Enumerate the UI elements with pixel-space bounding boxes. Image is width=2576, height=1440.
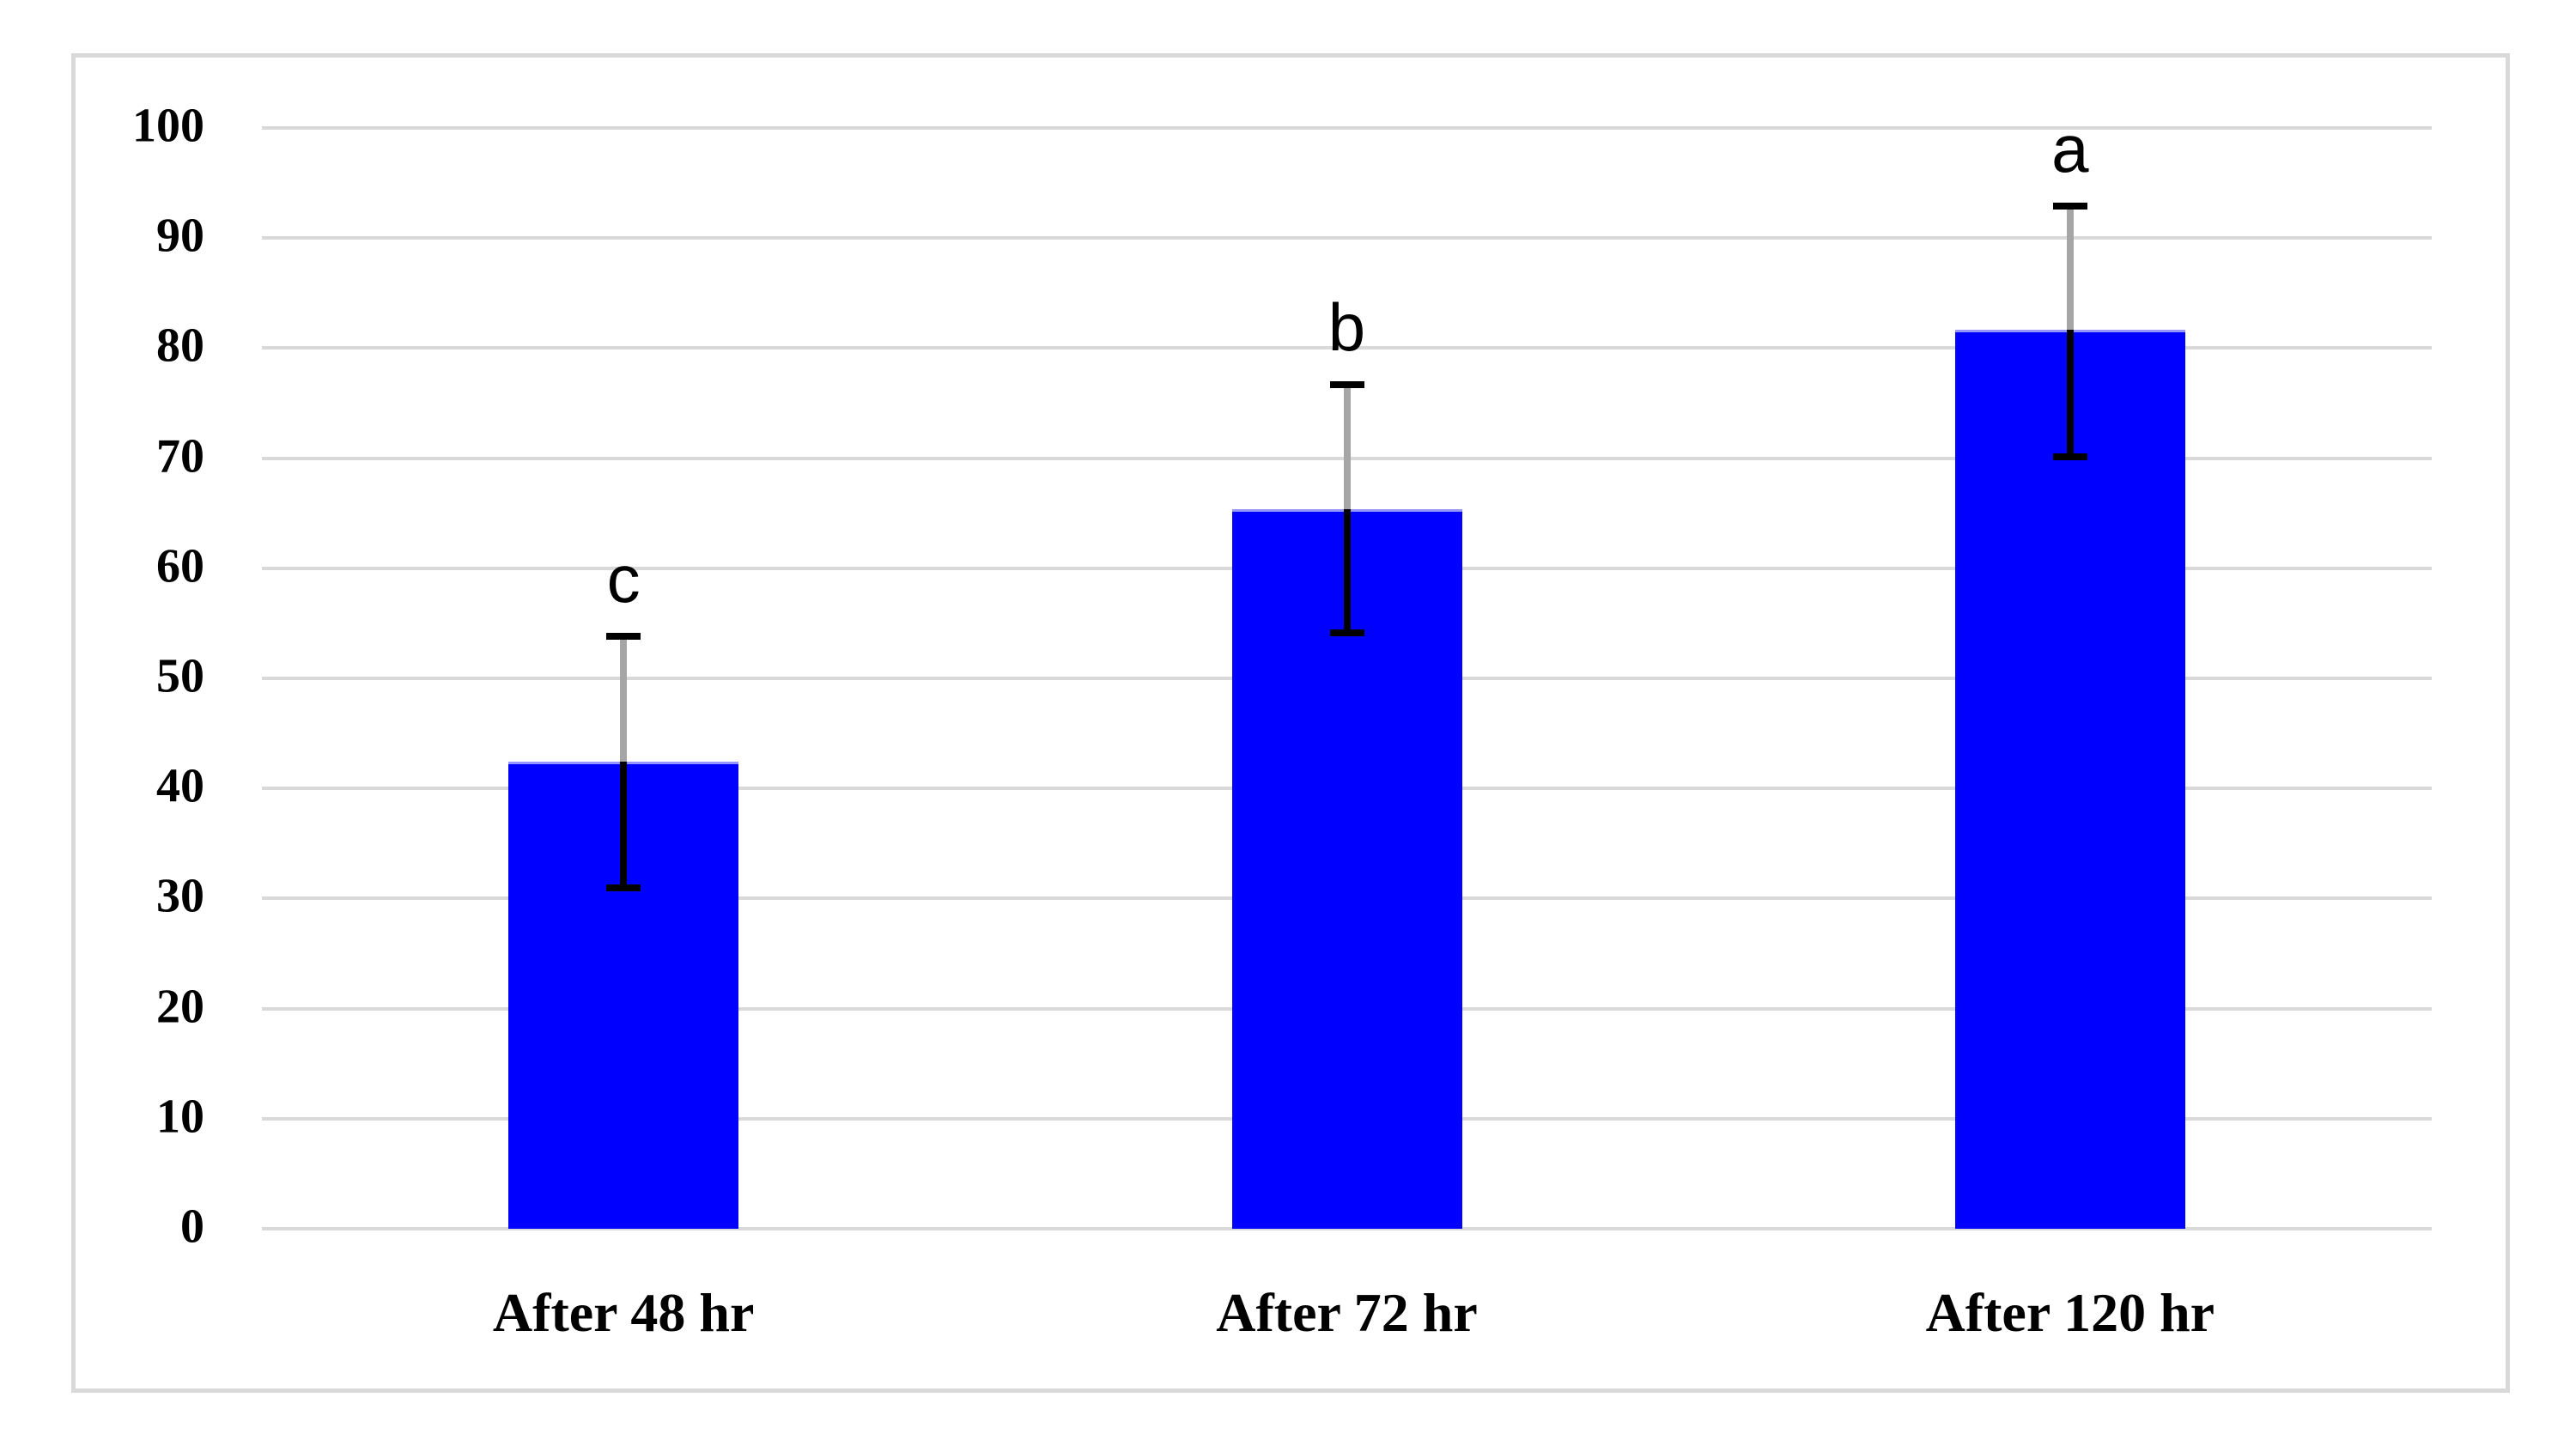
- error-bar-upper-line: [2066, 206, 2074, 330]
- y-tick-label-20: 20: [156, 980, 204, 1034]
- gridline-0: [262, 1227, 2432, 1230]
- bar-after-120-hr: [1954, 329, 2185, 1229]
- error-bar-top-cap: [606, 633, 641, 641]
- y-tick-label-70: 70: [156, 429, 204, 483]
- category-label-1: After 48 hr: [492, 1282, 755, 1343]
- y-tick-label-60: 60: [156, 539, 204, 593]
- error-bar-bottom-cap: [606, 884, 641, 891]
- error-bar-bottom-cap: [1329, 629, 1364, 637]
- error-bar-bottom-cap: [2052, 453, 2087, 461]
- y-tick-label-90: 90: [156, 209, 204, 263]
- error-bar-lower-line: [2066, 329, 2074, 458]
- error-bar-top-cap: [1329, 380, 1364, 388]
- significance-letter-c: c: [606, 541, 641, 617]
- error-bar-lower-line: [1343, 508, 1351, 634]
- significance-letter-b: b: [1327, 289, 1366, 365]
- category-label-3: After 120 hr: [1925, 1282, 2215, 1343]
- gridline-90: [262, 236, 2432, 240]
- y-tick-label-100: 100: [132, 99, 204, 153]
- y-tick-label-10: 10: [156, 1090, 204, 1144]
- error-bar-top-cap: [2052, 203, 2087, 210]
- category-label-2: After 72 hr: [1216, 1282, 1478, 1343]
- error-bar-upper-line: [1343, 384, 1351, 509]
- y-tick-label-80: 80: [156, 319, 204, 373]
- error-bar-lower-line: [620, 762, 628, 888]
- y-tick-label-30: 30: [156, 869, 204, 923]
- y-tick-label-0: 0: [180, 1200, 204, 1254]
- y-tick-label-50: 50: [156, 649, 204, 703]
- y-tick-label-40: 40: [156, 759, 204, 813]
- error-bar-upper-line: [620, 636, 628, 763]
- gridline-80: [262, 346, 2432, 350]
- significance-letter-a: a: [2051, 111, 2089, 187]
- gridline-100: [262, 126, 2432, 130]
